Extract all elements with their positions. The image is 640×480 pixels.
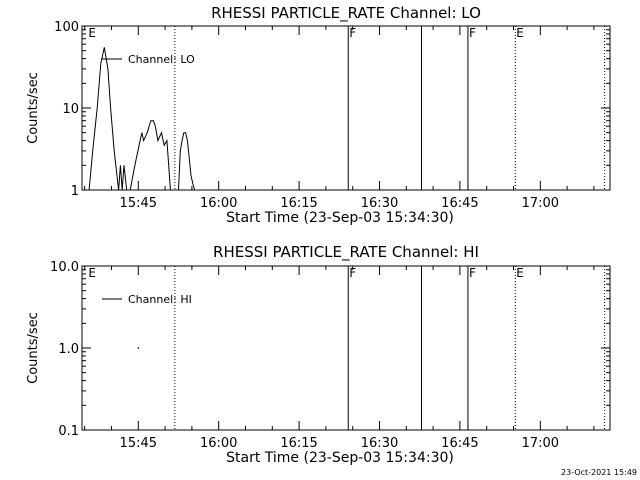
hi-x-axis-label: Start Time (23-Sep-03 15:34:30) [226, 450, 454, 466]
hi-x-tick-label: 15:45 [120, 436, 157, 451]
hi-y-tick-label: 0.1 [58, 424, 79, 439]
hi-x-tick-label: 16:15 [280, 436, 317, 451]
lo-y-tick-label: 1 [71, 184, 79, 199]
lo-chart-title: RHESSI PARTICLE_RATE Channel: LO [211, 4, 481, 23]
hi-legend-label: Channel: HI [128, 293, 192, 306]
timestamp-footer: 23-Oct-2021 15:49 [561, 468, 637, 477]
lo-event-marker-label: E [88, 26, 96, 40]
lo-x-tick-label: 16:15 [280, 196, 317, 211]
lo-y-tick-label: 10 [62, 102, 79, 117]
hi-y-axis-label: Counts/sec [26, 312, 41, 384]
lo-legend-label: Channel: LO [128, 53, 195, 66]
hi-x-tick-label: 16:45 [441, 436, 478, 451]
hi-y-tick-label: 10.0 [50, 260, 79, 275]
lo-y-tick-label: 100 [54, 20, 79, 35]
lo-x-tick-label: 17:00 [522, 196, 559, 211]
hi-event-marker-label: F [349, 266, 356, 280]
hi-data-point [137, 347, 140, 349]
lo-event-marker-label: F [349, 26, 356, 40]
hi-plot-frame [81, 265, 611, 431]
lo-series-line [88, 47, 131, 191]
hi-event-marker-label: F [469, 266, 476, 280]
lo-x-tick-label: 15:45 [120, 196, 157, 211]
hi-event-marker-label: E [88, 266, 96, 280]
hi-x-tick-label: 16:00 [200, 436, 237, 451]
lo-channel-panel: RHESSI PARTICLE_RATE Channel: LO 1 10 100 15… [26, 4, 611, 226]
hi-x-tick-label: 16:30 [361, 436, 398, 451]
hi-x-tick-label: 17:00 [522, 436, 559, 451]
lo-x-axis-label: Start Time (23-Sep-03 15:34:30) [226, 210, 454, 226]
hi-chart-title: RHESSI PARTICLE_RATE Channel: HI [213, 243, 479, 262]
hi-event-marker-label: E [516, 266, 524, 280]
lo-series-line [178, 132, 196, 191]
lo-y-axis-label: Counts/sec [26, 72, 41, 144]
lo-series-line [129, 120, 171, 191]
lo-x-tick-label: 16:00 [200, 196, 237, 211]
lo-plot-frame [81, 25, 611, 191]
lo-event-marker-label: E [516, 26, 524, 40]
hi-y-tick-label: 1.0 [58, 342, 79, 357]
hi-channel-panel: RHESSI PARTICLE_RATE Channel: HI 0.1 1.0 10… [26, 243, 611, 466]
lo-x-tick-label: 16:30 [361, 196, 398, 211]
lo-x-tick-label: 16:45 [441, 196, 478, 211]
lo-event-marker-label: F [469, 26, 476, 40]
